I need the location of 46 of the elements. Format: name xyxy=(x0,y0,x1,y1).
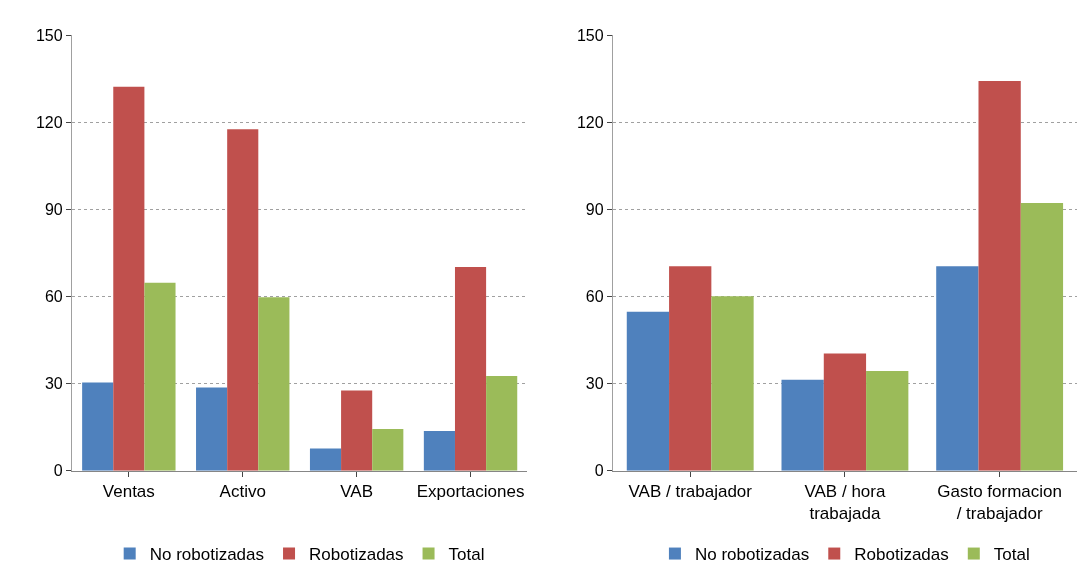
bar xyxy=(423,431,455,471)
legend-label: Total xyxy=(448,545,485,565)
bar xyxy=(781,379,824,471)
x-tick-label: Activo xyxy=(219,482,266,502)
y-tick-label: 60 xyxy=(44,288,63,306)
bar xyxy=(978,80,1021,471)
bar xyxy=(82,382,114,471)
x-tick-label: VAB / trabajador xyxy=(628,482,753,502)
bar xyxy=(309,448,342,471)
legend-label: Robotizadas xyxy=(854,545,949,565)
legend-label: No robotizadas xyxy=(694,545,810,565)
legend-label: Robotizadas xyxy=(309,545,404,565)
x-tick-label: Gasto formacion / trabajador xyxy=(937,482,1063,524)
x-tick-label: Ventas xyxy=(102,482,155,502)
y-tick-label: 90 xyxy=(585,201,604,219)
bar xyxy=(669,266,712,471)
y-tick-label: 30 xyxy=(585,375,604,393)
bar xyxy=(1020,203,1064,471)
y-tick-label: 150 xyxy=(35,26,63,44)
bar xyxy=(113,86,145,471)
x-tick-label: VAB / hora trabajada xyxy=(804,482,886,524)
y-tick-label: 0 xyxy=(53,462,63,480)
legend-label: No robotizadas xyxy=(149,545,265,565)
bar xyxy=(454,267,487,471)
y-tick-label: 120 xyxy=(35,114,63,131)
y-tick-label: 60 xyxy=(585,288,604,306)
y-tick-label: 90 xyxy=(44,201,63,219)
bar xyxy=(936,266,979,471)
legend-label: Total xyxy=(993,545,1030,565)
bar xyxy=(711,296,754,471)
bar xyxy=(823,353,867,471)
y-tick-label: 0 xyxy=(594,462,604,480)
x-tick-label: VAB xyxy=(340,482,374,502)
bar xyxy=(196,387,228,471)
bar xyxy=(486,375,518,471)
bar xyxy=(144,282,176,471)
y-tick-label: 30 xyxy=(44,375,63,393)
x-tick-label: Exportaciones xyxy=(416,482,525,502)
bar xyxy=(626,311,670,471)
bar xyxy=(866,370,909,471)
y-tick-label: 120 xyxy=(576,114,604,131)
bar xyxy=(258,297,290,471)
bar xyxy=(372,429,404,471)
bar xyxy=(341,390,373,471)
bar xyxy=(227,129,259,471)
y-tick-label: 150 xyxy=(576,26,604,44)
